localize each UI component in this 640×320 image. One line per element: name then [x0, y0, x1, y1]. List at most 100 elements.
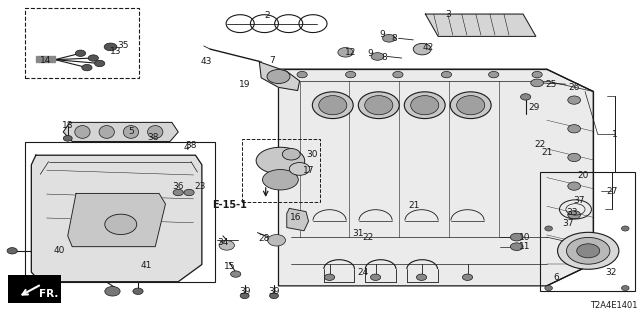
Ellipse shape — [105, 214, 137, 235]
Ellipse shape — [510, 233, 523, 241]
Text: 38: 38 — [185, 141, 196, 150]
Text: 33: 33 — [566, 208, 578, 217]
Bar — [242, 139, 320, 202]
Text: 29: 29 — [528, 103, 540, 112]
Text: 2: 2 — [265, 12, 271, 20]
Text: 41: 41 — [141, 261, 152, 270]
Ellipse shape — [88, 55, 99, 61]
Text: 8: 8 — [392, 34, 397, 43]
Text: 30: 30 — [307, 150, 318, 159]
Text: 39: 39 — [268, 287, 280, 296]
Text: 36: 36 — [172, 182, 184, 191]
Text: 20: 20 — [577, 171, 589, 180]
Text: 12: 12 — [345, 48, 356, 57]
Ellipse shape — [82, 64, 92, 71]
Ellipse shape — [268, 235, 285, 246]
Ellipse shape — [99, 125, 115, 138]
Polygon shape — [63, 123, 178, 141]
Ellipse shape — [324, 274, 335, 280]
Ellipse shape — [393, 71, 403, 78]
Text: 3: 3 — [445, 10, 451, 19]
Text: 5: 5 — [129, 127, 134, 136]
Ellipse shape — [256, 147, 305, 174]
Ellipse shape — [411, 96, 439, 115]
Ellipse shape — [568, 239, 580, 248]
Text: 9: 9 — [379, 30, 385, 39]
Ellipse shape — [520, 94, 531, 100]
Polygon shape — [259, 62, 300, 91]
Text: 17: 17 — [303, 166, 314, 175]
Ellipse shape — [568, 182, 580, 190]
Text: 28: 28 — [258, 234, 269, 243]
Ellipse shape — [545, 226, 552, 231]
Text: 15: 15 — [223, 262, 235, 271]
Ellipse shape — [532, 71, 542, 78]
Ellipse shape — [267, 69, 290, 84]
Ellipse shape — [269, 293, 278, 299]
Ellipse shape — [124, 125, 139, 138]
Text: 22: 22 — [534, 140, 546, 149]
Text: 16: 16 — [290, 213, 301, 222]
Text: 34: 34 — [217, 238, 228, 247]
Text: 19: 19 — [239, 80, 250, 89]
Ellipse shape — [133, 288, 143, 294]
Ellipse shape — [531, 79, 543, 87]
Text: 4: 4 — [183, 143, 189, 152]
Ellipse shape — [442, 71, 452, 78]
Ellipse shape — [568, 96, 580, 104]
Ellipse shape — [282, 148, 300, 160]
Text: 37: 37 — [573, 196, 584, 205]
Ellipse shape — [463, 274, 472, 280]
Text: 23: 23 — [195, 182, 205, 191]
Text: 18: 18 — [62, 121, 74, 130]
Ellipse shape — [371, 52, 384, 60]
Text: 22: 22 — [362, 233, 374, 242]
Ellipse shape — [404, 92, 445, 119]
Ellipse shape — [557, 232, 619, 269]
Ellipse shape — [413, 44, 431, 55]
Text: FR.: FR. — [39, 289, 58, 299]
Text: 37: 37 — [562, 219, 573, 228]
Ellipse shape — [577, 244, 600, 258]
Ellipse shape — [417, 274, 427, 280]
Text: T2A4E1401: T2A4E1401 — [591, 301, 638, 310]
Ellipse shape — [105, 286, 120, 296]
Text: 11: 11 — [518, 242, 530, 251]
Text: 6: 6 — [554, 273, 559, 282]
Ellipse shape — [230, 271, 241, 277]
Ellipse shape — [219, 241, 234, 250]
Text: 8: 8 — [381, 53, 387, 62]
Text: 27: 27 — [607, 187, 618, 196]
Text: 21: 21 — [541, 148, 552, 156]
Text: 31: 31 — [353, 229, 364, 238]
Text: 26: 26 — [568, 83, 580, 92]
Text: 43: 43 — [200, 57, 212, 66]
Ellipse shape — [566, 237, 610, 264]
Ellipse shape — [568, 153, 580, 162]
Ellipse shape — [371, 274, 381, 280]
Ellipse shape — [319, 96, 347, 115]
Text: 38: 38 — [147, 132, 159, 141]
Text: 1: 1 — [612, 130, 618, 139]
Ellipse shape — [148, 125, 163, 138]
Ellipse shape — [457, 96, 484, 115]
Text: 35: 35 — [118, 41, 129, 51]
Text: 7: 7 — [269, 56, 275, 65]
Text: 9: 9 — [367, 49, 372, 59]
Ellipse shape — [358, 92, 399, 119]
Text: 32: 32 — [605, 268, 616, 277]
Polygon shape — [287, 208, 308, 231]
Ellipse shape — [173, 189, 183, 196]
Polygon shape — [426, 14, 536, 36]
Text: 25: 25 — [545, 80, 557, 89]
Ellipse shape — [7, 248, 17, 254]
Text: 42: 42 — [423, 43, 434, 52]
Bar — [25, 8, 139, 78]
Ellipse shape — [365, 96, 393, 115]
Polygon shape — [68, 194, 166, 247]
Ellipse shape — [262, 170, 298, 190]
Polygon shape — [36, 56, 55, 62]
Ellipse shape — [383, 35, 396, 42]
Bar — [8, 275, 61, 303]
Polygon shape — [278, 69, 593, 286]
